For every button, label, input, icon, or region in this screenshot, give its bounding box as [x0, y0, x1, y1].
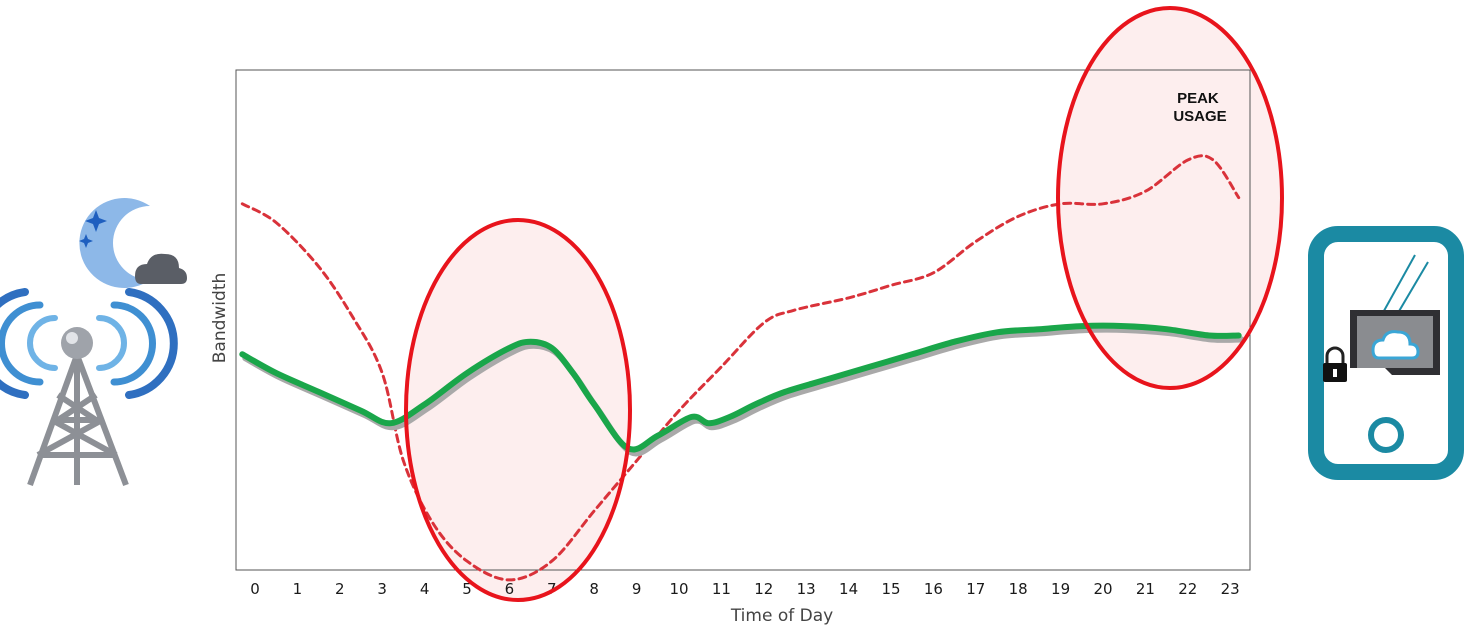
x-tick-label: 15	[881, 580, 900, 598]
x-tick-label: 11	[712, 580, 731, 598]
x-tick-label: 23	[1221, 580, 1240, 598]
y-axis-title: Bandwidth	[210, 273, 230, 364]
x-tick-label: 5	[462, 580, 472, 598]
dip-highlight-outline	[404, 218, 632, 602]
peak-usage-line-2: USAGE	[1173, 108, 1226, 125]
peak-usage-label: PEAK USAGE	[1173, 90, 1226, 125]
x-tick-labels: 0 1 2 3 4 5 6 7 8 9 10 11 12 13 14 15 16 17 18 19 20 21 22 23	[250, 580, 1240, 598]
x-tick-label: 16	[924, 580, 943, 598]
x-tick-label: 17	[966, 580, 985, 598]
moon-night-icon	[79, 198, 187, 289]
x-tick-label: 4	[420, 580, 430, 598]
peak-usage-line-1: PEAK	[1177, 90, 1219, 107]
x-tick-label: 12	[754, 580, 773, 598]
x-tick-label: 19	[1051, 580, 1070, 598]
x-tick-label: 10	[669, 580, 688, 598]
x-tick-label: 6	[505, 580, 515, 598]
peak-highlight-ellipse	[1058, 8, 1282, 388]
series-line-shadow	[242, 326, 1245, 457]
plot-frame	[235, 69, 1251, 571]
x-tick-label: 8	[589, 580, 599, 598]
x-axis-title: Time of Day	[730, 606, 833, 626]
x-tick-label: 2	[335, 580, 345, 598]
highlight-outlines	[404, 6, 1284, 602]
peak-highlight-outline	[1056, 6, 1284, 390]
lock-icon	[1323, 346, 1347, 382]
highlight-regions	[406, 8, 1282, 600]
x-tick-label: 18	[1009, 580, 1028, 598]
x-tick-label: 13	[797, 580, 816, 598]
x-tick-label: 14	[839, 580, 858, 598]
solid-series-line	[239, 322, 1242, 453]
x-tick-label: 3	[377, 580, 387, 598]
dashed-series-line	[240, 154, 1241, 582]
phone-cloud-storage-icon	[1308, 226, 1464, 480]
x-tick-label: 22	[1178, 580, 1197, 598]
x-tick-label: 21	[1136, 580, 1155, 598]
x-tick-label: 0	[250, 580, 260, 598]
x-tick-label: 1	[293, 580, 303, 598]
x-tick-label: 9	[632, 580, 642, 598]
x-tick-label: 20	[1093, 580, 1112, 598]
cell-tower-icon	[0, 288, 178, 487]
dip-highlight-ellipse	[406, 220, 630, 600]
series-lines	[239, 154, 1245, 582]
